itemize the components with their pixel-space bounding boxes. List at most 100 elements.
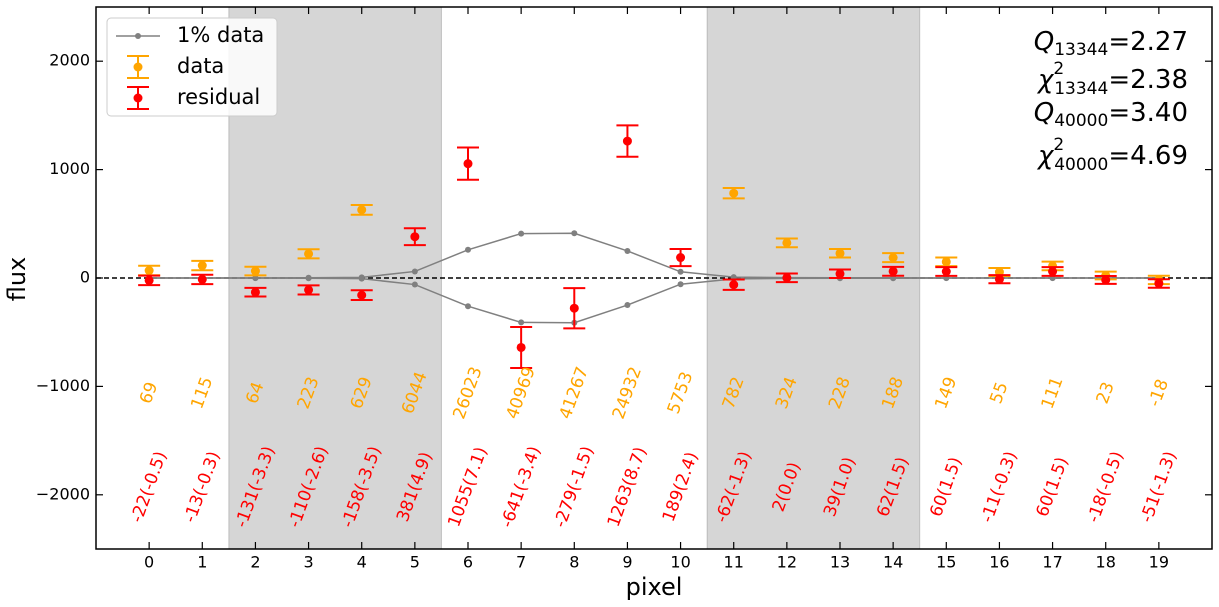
x-tick-label: 2 bbox=[250, 553, 260, 572]
point bbox=[888, 253, 898, 263]
data-label: -11(-0.3) bbox=[977, 449, 1021, 526]
point bbox=[676, 253, 686, 263]
data-label: 55 bbox=[986, 379, 1012, 406]
data-label: 69 bbox=[136, 379, 162, 406]
annotation-symbol: χ bbox=[1036, 141, 1055, 171]
data-label: 111 bbox=[1038, 374, 1068, 411]
y-tick-label: 1000 bbox=[49, 159, 90, 178]
legend-label: residual bbox=[177, 85, 260, 109]
data-label: 24932 bbox=[609, 364, 646, 422]
percent-point bbox=[358, 275, 365, 282]
x-axis-label: pixel bbox=[626, 573, 683, 601]
data-label: 1055(7.1) bbox=[444, 444, 491, 529]
x-tick-label: 4 bbox=[357, 553, 367, 572]
percent-point bbox=[465, 246, 471, 253]
legend-marker bbox=[133, 62, 143, 72]
annotation-value: =2.27 bbox=[1108, 27, 1188, 57]
data-label: 60(1.5) bbox=[926, 454, 966, 519]
point bbox=[835, 248, 845, 258]
point bbox=[835, 269, 845, 279]
annotation-sub: 40000 bbox=[1054, 111, 1108, 131]
percent-point bbox=[411, 268, 418, 275]
annotation: Q40000=3.40 bbox=[1034, 98, 1188, 132]
point bbox=[304, 249, 314, 259]
percent-point bbox=[411, 281, 418, 288]
point bbox=[516, 342, 526, 352]
x-tick-label: 10 bbox=[670, 553, 690, 572]
percent-point bbox=[518, 230, 525, 237]
x-tick-label: 5 bbox=[410, 553, 420, 572]
data-label: 149 bbox=[931, 374, 961, 411]
percent-point bbox=[571, 230, 578, 237]
data-label: 1263(8.7) bbox=[604, 444, 651, 529]
data-label: 115 bbox=[187, 374, 217, 411]
data-label: -18(-0.5) bbox=[1084, 449, 1128, 526]
point bbox=[941, 257, 951, 267]
point bbox=[357, 290, 367, 300]
y-tick-label: −2000 bbox=[36, 484, 90, 503]
plot-area bbox=[96, 7, 1212, 549]
percent-point bbox=[518, 319, 525, 326]
point bbox=[1101, 275, 1111, 285]
percent-point bbox=[305, 275, 312, 282]
annotation-value: =3.40 bbox=[1108, 98, 1188, 128]
x-tick-label: 7 bbox=[516, 553, 526, 572]
point bbox=[144, 275, 154, 285]
x-tick-label: 12 bbox=[777, 553, 797, 572]
x-tick-label: 9 bbox=[622, 553, 632, 572]
x-tick-label: 0 bbox=[144, 553, 154, 572]
data-label: -51(-1.3) bbox=[1137, 449, 1181, 526]
point bbox=[144, 266, 154, 276]
annotation-sup: 2 bbox=[1053, 135, 1064, 155]
legend-marker bbox=[133, 93, 143, 103]
legend: 1% data data residual bbox=[106, 17, 278, 117]
data-label: 189(2.4) bbox=[659, 449, 703, 524]
annotation-symbol: χ bbox=[1036, 65, 1055, 95]
x-tick-label: 19 bbox=[1149, 553, 1169, 572]
point bbox=[941, 266, 951, 276]
point bbox=[622, 136, 632, 146]
x-tick-label: 15 bbox=[936, 553, 956, 572]
legend-box bbox=[106, 17, 278, 117]
annotation-sub: 40000 bbox=[1054, 155, 1108, 175]
legend-marker bbox=[135, 33, 141, 39]
x-tick-label: 18 bbox=[1096, 553, 1116, 572]
point bbox=[569, 303, 579, 313]
percent-point bbox=[677, 281, 684, 288]
annotation-symbol: Q bbox=[1034, 27, 1054, 57]
y-axis-label: flux bbox=[3, 257, 31, 302]
point bbox=[410, 232, 420, 242]
percent-point bbox=[252, 275, 259, 282]
data-label: 41267 bbox=[556, 364, 593, 422]
x-tick-label: 13 bbox=[830, 553, 850, 572]
point bbox=[197, 261, 207, 271]
point bbox=[888, 266, 898, 276]
x-tick-label: 16 bbox=[989, 553, 1009, 572]
annotation-value: =4.69 bbox=[1108, 141, 1188, 171]
point bbox=[357, 205, 367, 215]
annotation-symbol: Q bbox=[1034, 98, 1054, 128]
data-label: -18 bbox=[1145, 377, 1173, 410]
point bbox=[1048, 266, 1058, 276]
data-label: -641(-3.4) bbox=[497, 444, 545, 531]
x-tick-label: 11 bbox=[724, 553, 744, 572]
point bbox=[304, 285, 314, 295]
data-label: 40969 bbox=[502, 364, 539, 422]
x-tick-label: 8 bbox=[569, 553, 579, 572]
data-label: 60(1.5) bbox=[1033, 454, 1073, 519]
point bbox=[463, 159, 473, 169]
annotation: χ2 13344=2.38 bbox=[1036, 59, 1188, 99]
percent-point bbox=[624, 247, 631, 254]
data-label: -279(-1.5) bbox=[550, 444, 598, 531]
point bbox=[250, 287, 260, 297]
x-tick-label: 17 bbox=[1042, 553, 1062, 572]
point bbox=[729, 188, 739, 198]
annotation-sub: 13344 bbox=[1054, 79, 1108, 99]
data-label: 23 bbox=[1093, 379, 1119, 406]
annotation-sub: 13344 bbox=[1054, 40, 1108, 60]
point bbox=[994, 274, 1004, 284]
point bbox=[250, 266, 260, 276]
annotation: Q13344=2.27 bbox=[1034, 27, 1188, 61]
x-tick-label: 3 bbox=[303, 553, 313, 572]
